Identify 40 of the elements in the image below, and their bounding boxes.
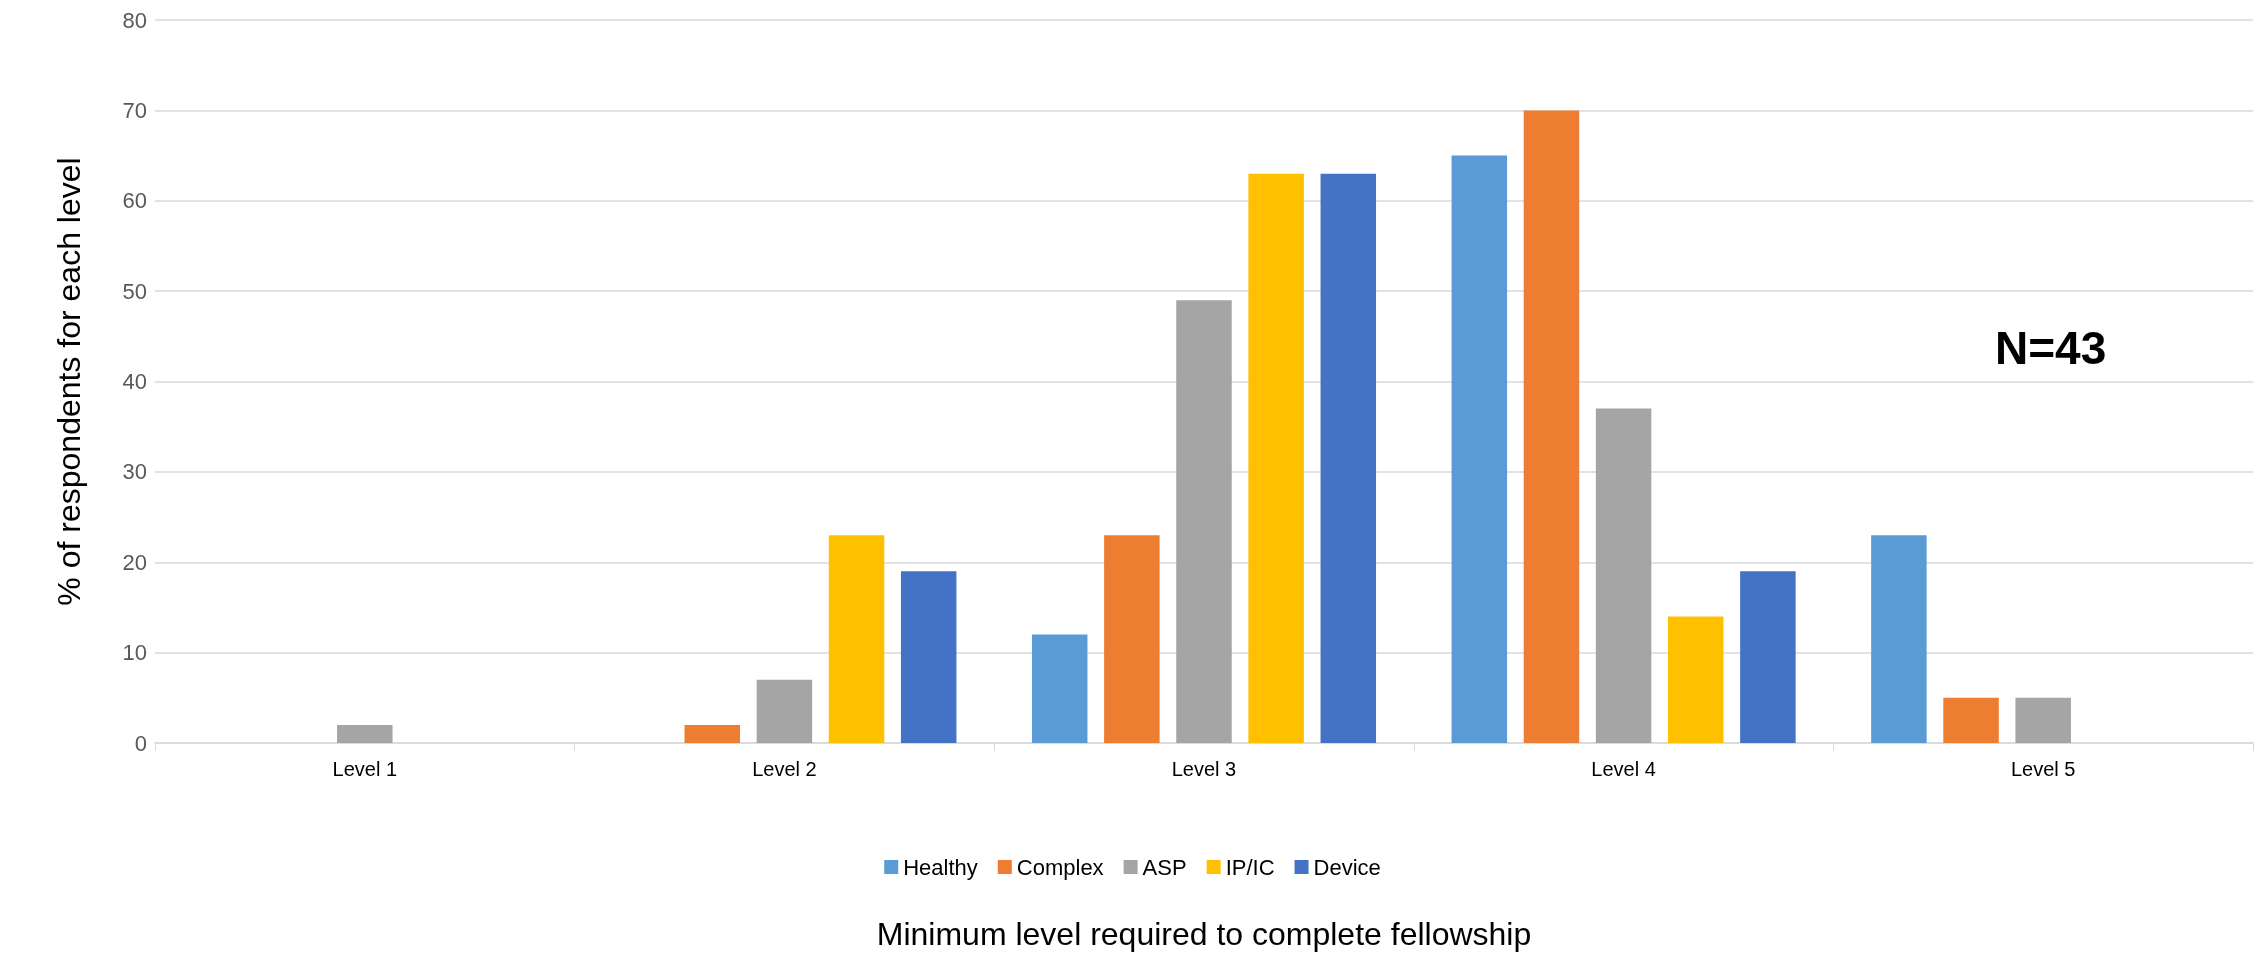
bar (1104, 535, 1160, 743)
y-axis-title: % of respondents for each level (51, 157, 87, 606)
y-tick-label: 20 (122, 549, 147, 575)
bar (828, 535, 885, 743)
legend-label: Healthy (903, 854, 978, 880)
y-tick-label: 30 (122, 459, 147, 485)
x-tick-label: Level 1 (332, 758, 398, 780)
legend-label: IP/IC (1225, 854, 1275, 880)
y-tick-label: 60 (122, 188, 147, 214)
bar (1668, 616, 1724, 743)
bar (756, 679, 813, 743)
annotation: N=43 (1995, 322, 2107, 374)
bar (1320, 173, 1377, 743)
y-tick-label: 10 (122, 640, 147, 666)
bar (2015, 697, 2071, 743)
x-tick-label: Level 2 (752, 758, 817, 780)
x-tick-label: Level 5 (2010, 758, 2076, 780)
bar (1248, 173, 1304, 743)
x-tick-label: Level 3 (1171, 758, 1237, 780)
y-tick-label: 0 (134, 730, 147, 756)
bar (1523, 110, 1580, 743)
bar (1740, 571, 1796, 743)
bar (1176, 300, 1232, 743)
legend-label: Complex (1016, 854, 1104, 880)
bar (684, 724, 740, 743)
bar (1451, 155, 1508, 743)
y-tick-label: 70 (122, 97, 147, 123)
bar (337, 724, 393, 743)
legend-label: Device (1313, 854, 1381, 880)
y-tick-label: 80 (122, 7, 147, 33)
bar (900, 571, 957, 743)
bar (1595, 408, 1652, 743)
bar (1871, 535, 1927, 743)
y-tick-label: 40 (122, 369, 147, 394)
bar (1943, 697, 1999, 743)
legend-label: ASP (1142, 854, 1187, 880)
x-axis-title: Minimum level required to complete fellowship (876, 916, 1532, 952)
bar (1031, 634, 1088, 743)
y-tick-label: 50 (122, 278, 147, 304)
x-tick-label: Level 4 (1591, 758, 1656, 780)
